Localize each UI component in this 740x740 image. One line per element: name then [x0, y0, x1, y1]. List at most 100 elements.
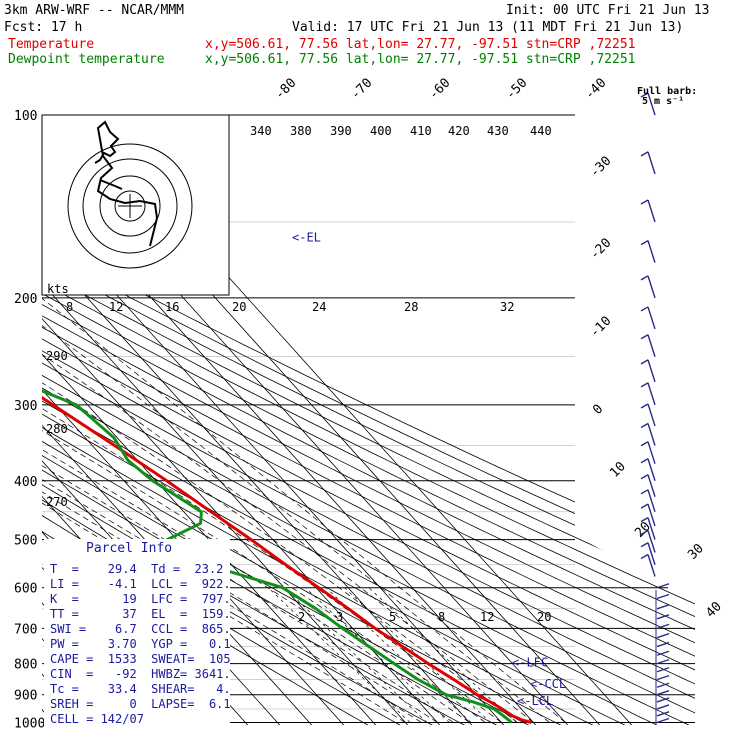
wind-barb [656, 614, 670, 620]
parcel-info-title: Parcel Info [86, 541, 172, 556]
theta-label: 400 [370, 124, 392, 138]
speed-tick-label: 12 [109, 300, 123, 314]
theta-label: 270 [46, 495, 68, 509]
wind-barb [656, 697, 670, 703]
wind-barb [640, 474, 656, 497]
wind-barb [640, 275, 656, 299]
wind-barb [656, 604, 670, 610]
pressure-label-500: 500 [14, 534, 37, 549]
theta-label: 410 [410, 124, 432, 138]
isotherm-label: -40 [582, 76, 609, 103]
forecast-hour: Fcst: 17 h [4, 20, 82, 35]
parcel-info-row: K = 19 LFC = 797. [50, 592, 231, 606]
theta-label: 340 [250, 124, 272, 138]
isotherm-label: -20 [587, 236, 614, 263]
wind-barb [640, 458, 656, 481]
wind-barb-key: Full barb: [637, 86, 697, 97]
mixing-ratio-label: 12 [480, 610, 494, 624]
pressure-label-700: 700 [14, 622, 37, 637]
wind-barbs [640, 92, 670, 725]
speed-tick-label: 16 [165, 300, 179, 314]
level-marker: <-LFC [512, 656, 548, 670]
wind-barb [640, 382, 656, 406]
temperature-profile [42, 115, 532, 724]
isotherm-label: 40 [703, 599, 725, 621]
pressure-label-900: 900 [14, 689, 37, 704]
wind-barb [656, 650, 670, 656]
theta-label: 390 [330, 124, 352, 138]
wind-barb [640, 441, 656, 464]
speed-tick-label: 28 [404, 300, 418, 314]
pressure-label-100: 100 [14, 109, 37, 124]
isotherm-label: 30 [685, 541, 707, 563]
isotherm-label: -50 [503, 76, 530, 103]
wind-barb [640, 92, 656, 116]
wind-barb [640, 503, 656, 527]
wind-barb [640, 306, 656, 330]
parcel-info-row: PW = 3.70 YGP = 0.1 [50, 637, 231, 651]
isotherm-label: -70 [348, 76, 375, 103]
theta-label: 420 [448, 124, 470, 138]
dewpoint-profile [42, 115, 513, 724]
pressure-label-200: 200 [14, 292, 37, 307]
wind-barb [656, 704, 670, 710]
wind-barb [640, 542, 656, 565]
level-marker: <-EL [292, 230, 321, 244]
wind-barb [640, 151, 656, 175]
wind-barb [640, 553, 656, 577]
isotherm-label: -10 [587, 314, 614, 341]
dewpoint-location: x,y=506.61, 77.56 lat,lon= 27.77, -97.51… [205, 52, 635, 67]
theta-label: 380 [290, 124, 312, 138]
wind-barb [640, 489, 656, 513]
mixing-ratio-label: 2 [298, 610, 305, 624]
pressure-label-400: 400 [14, 475, 37, 490]
parcel-info-row: CIN = -92 HWBZ= 3641. [50, 667, 231, 681]
wind-barb [656, 674, 670, 681]
parcel-info-row: CAPE = 1533 SWEAT= 105 [50, 652, 231, 666]
wind-barb [640, 334, 656, 357]
hodograph-inset: kts [41, 114, 230, 296]
model-title: 3km ARW-WRF -- NCAR/MMM [4, 3, 184, 18]
parcel-info-row: SWI = 6.7 CCL = 865. [50, 622, 231, 636]
mixing-ratio-label: 20 [537, 610, 551, 624]
isotherm-label: -60 [426, 76, 453, 103]
parcel-info-row: Tc = 33.4 SHEAR= 4. [50, 682, 231, 696]
parcel-info-row: SREH = 0 LAPSE= 6.1 [50, 697, 231, 711]
wind-barb [656, 667, 670, 673]
speed-tick-label: 32 [500, 300, 514, 314]
wind-barb [656, 717, 670, 724]
isotherm-label: -30 [587, 154, 614, 181]
temperature-location: x,y=506.61, 77.56 lat,lon= 27.77, -97.51… [205, 37, 635, 52]
speed-tick-label: 24 [312, 300, 326, 314]
theta-label: 440 [530, 124, 552, 138]
wind-barb [656, 623, 670, 630]
speed-tick-label: 8 [66, 300, 73, 314]
wind-barb [656, 690, 670, 696]
wind-barb [640, 422, 656, 446]
wind-barb [656, 593, 670, 600]
wind-barb [640, 529, 656, 553]
temperature-legend: Temperature [8, 37, 94, 52]
valid-time: Valid: 17 UTC Fri 21 Jun 13 (11 MDT Fri … [292, 20, 683, 35]
wind-barb [640, 517, 656, 540]
pressure-label-300: 300 [14, 399, 37, 414]
pressure-label-600: 600 [14, 582, 37, 597]
parcel-info-row: T = 29.4 Td = 23.2 [50, 562, 223, 576]
wind-barb [656, 711, 670, 717]
hodograph-trace [94, 120, 159, 247]
parcel-info-row: LI = -4.1 LCL = 922. [50, 577, 231, 591]
theta-label: 290 [46, 349, 68, 363]
hodograph-units: kts [47, 282, 69, 296]
parcel-info-box: Parcel Info T = 29.4 Td = 23.2LI = -4.1 … [44, 539, 231, 726]
wind-barb [656, 682, 670, 688]
wind-barb [640, 403, 656, 427]
init-time: Init: 00 UTC Fri 21 Jun 13 [506, 3, 710, 18]
wind-barb [656, 658, 670, 665]
pressure-label-800: 800 [14, 658, 37, 673]
wind-barb-key-units: 5 m s⁻¹ [642, 96, 684, 107]
wind-barb [640, 240, 656, 263]
wind-barb [640, 199, 656, 223]
wind-barb [656, 583, 670, 589]
mixing-ratio-label: 8 [438, 610, 445, 624]
